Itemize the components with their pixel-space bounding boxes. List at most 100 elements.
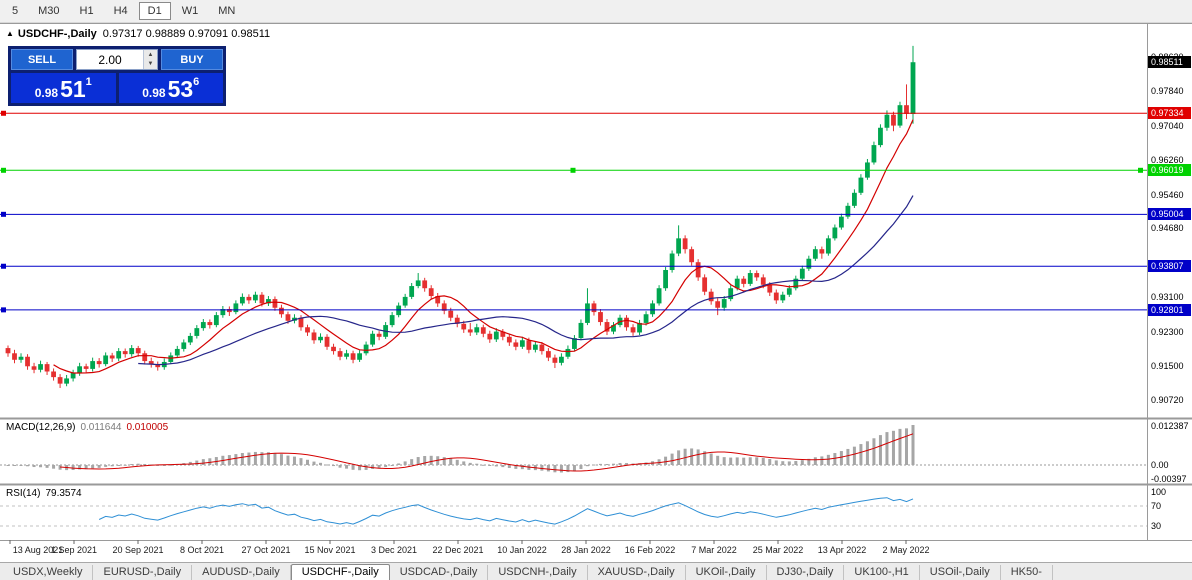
timeframe-button-5[interactable]: 5: [12, 5, 19, 17]
price-level-badge: 0.92801: [1148, 303, 1191, 316]
candle: [728, 288, 734, 300]
buy-button[interactable]: BUY: [161, 49, 223, 70]
chart-tab[interactable]: USDX,Weekly: [3, 565, 94, 580]
line-right-handle[interactable]: [1138, 167, 1143, 173]
line-left-handle[interactable]: [1, 211, 6, 217]
candle: [754, 273, 760, 278]
candle: [708, 291, 714, 302]
candle: [64, 378, 69, 384]
rsi-line: [98, 497, 914, 525]
line-left-handle[interactable]: [1, 110, 6, 116]
lot-size-value[interactable]: 2.00: [98, 52, 122, 67]
line-left-handle[interactable]: [1, 167, 6, 173]
macd-histogram-bar: [279, 454, 283, 465]
timeframe-button-m30[interactable]: M30: [38, 5, 60, 17]
candle: [884, 114, 890, 128]
macd-histogram-bar: [520, 465, 524, 470]
sell-price-point: 1: [85, 76, 92, 88]
macd-histogram-bar: [292, 456, 296, 465]
chart-tab[interactable]: HK50-: [1001, 565, 1053, 580]
date-label: 1 Sep 2021: [50, 545, 98, 555]
price-level-badge: 0.96019: [1148, 164, 1191, 177]
rsi-value: 79.3574: [45, 488, 82, 499]
date-label: 10 Jan 2022: [497, 545, 547, 555]
line-left-handle[interactable]: [1, 263, 6, 269]
macd-histogram-bar: [787, 461, 791, 465]
price-tick: 0.94680: [1151, 223, 1184, 234]
macd-histogram-bar: [748, 457, 752, 465]
candle: [448, 310, 454, 318]
candle: [454, 317, 460, 324]
sell-price-big-figure: 0.98: [34, 86, 59, 100]
macd-histogram-bar: [852, 446, 856, 465]
macd-histogram-bar: [716, 455, 720, 465]
candle: [83, 366, 89, 369]
candle: [747, 273, 753, 284]
chart-tab[interactable]: DJ30-,Daily: [767, 565, 845, 580]
candle: [253, 294, 258, 301]
candle: [422, 280, 428, 289]
macd-histogram-bar: [553, 465, 557, 473]
chart-tab[interactable]: XAUUSD-,Daily: [588, 565, 686, 580]
chart-tab[interactable]: EURUSD-,Daily: [93, 565, 193, 580]
timeframe-button-h1[interactable]: H1: [79, 5, 94, 17]
line-left-handle[interactable]: [1, 307, 6, 313]
macd-name: MACD(12,26,9): [6, 422, 76, 433]
macd-histogram-bar: [898, 428, 902, 465]
macd-histogram-bar: [690, 448, 694, 465]
candle: [77, 366, 83, 373]
candle: [786, 288, 792, 295]
macd-histogram-bar: [566, 465, 570, 473]
candle: [467, 329, 473, 333]
chart-canvas[interactable]: [0, 24, 1192, 562]
lot-decrease-icon[interactable]: ▼: [144, 59, 157, 69]
macd-histogram-bar: [156, 464, 160, 466]
timeframe-button-h4[interactable]: H4: [113, 5, 128, 17]
line-center-handle[interactable]: [570, 167, 576, 173]
macd-histogram-bar: [319, 462, 323, 465]
chart-tab[interactable]: UK100-,H1: [844, 565, 920, 580]
sell-button[interactable]: SELL: [11, 49, 73, 70]
candle: [741, 278, 747, 284]
candle: [279, 307, 284, 315]
chart-window[interactable]: ▲ USDCHF-,Daily 0.97317 0.98889 0.97091 0.…: [0, 23, 1192, 562]
lot-size-field[interactable]: 2.00 ▲ ▼: [76, 49, 158, 70]
chart-tab[interactable]: USDCHF-,Daily: [290, 564, 390, 580]
chart-tab[interactable]: USOil-,Daily: [920, 565, 1001, 580]
candle: [344, 353, 349, 357]
timeframe-button-mn[interactable]: MN: [218, 5, 236, 17]
macd-histogram-bar: [169, 464, 173, 466]
macd-axis-zero: 0.00: [1151, 460, 1169, 470]
macd-histogram-bar: [501, 465, 505, 468]
timeframe-button-d1[interactable]: D1: [138, 2, 171, 20]
chart-tab[interactable]: USDCNH-,Daily: [488, 565, 588, 580]
chart-tab[interactable]: USDCAD-,Daily: [390, 565, 489, 580]
candle: [409, 286, 415, 297]
macd-histogram-bar: [325, 464, 329, 466]
candle: [630, 327, 636, 333]
macd-histogram-bar: [208, 458, 212, 465]
macd-signal-value: 0.010005: [126, 422, 169, 433]
date-label: 28 Jan 2022: [561, 545, 611, 555]
chart-tab[interactable]: AUDUSD-,Daily: [192, 565, 291, 580]
macd-histogram-bar: [266, 452, 270, 465]
buy-price-display[interactable]: 0.98 53 6: [118, 73, 223, 103]
sell-price-display[interactable]: 0.98 51 1: [11, 73, 116, 103]
one-click-trading-panel: SELL 2.00 ▲ ▼ BUY 0.98 51 1 0.98 53 6: [8, 46, 226, 106]
timeframe-button-w1[interactable]: W1: [181, 5, 199, 17]
rsi-indicator-label: RSI(14) 79.3574: [6, 488, 82, 499]
candle: [910, 62, 916, 115]
lot-increase-icon[interactable]: ▲: [144, 50, 157, 60]
macd-histogram-bar: [820, 456, 824, 465]
sell-price-pips: 51: [60, 76, 86, 102]
candle: [116, 351, 122, 359]
collapse-triangle-icon[interactable]: ▲: [6, 29, 14, 38]
date-label: 16 Feb 2022: [624, 545, 676, 555]
rsi-axis-100: 100: [1151, 487, 1167, 497]
candle: [891, 114, 896, 126]
macd-histogram-bar: [625, 463, 629, 465]
macd-histogram-bar: [455, 459, 459, 465]
date-label: 22 Dec 2021: [432, 545, 484, 555]
chart-tab[interactable]: UKOil-,Daily: [686, 565, 767, 580]
candle: [461, 323, 467, 330]
